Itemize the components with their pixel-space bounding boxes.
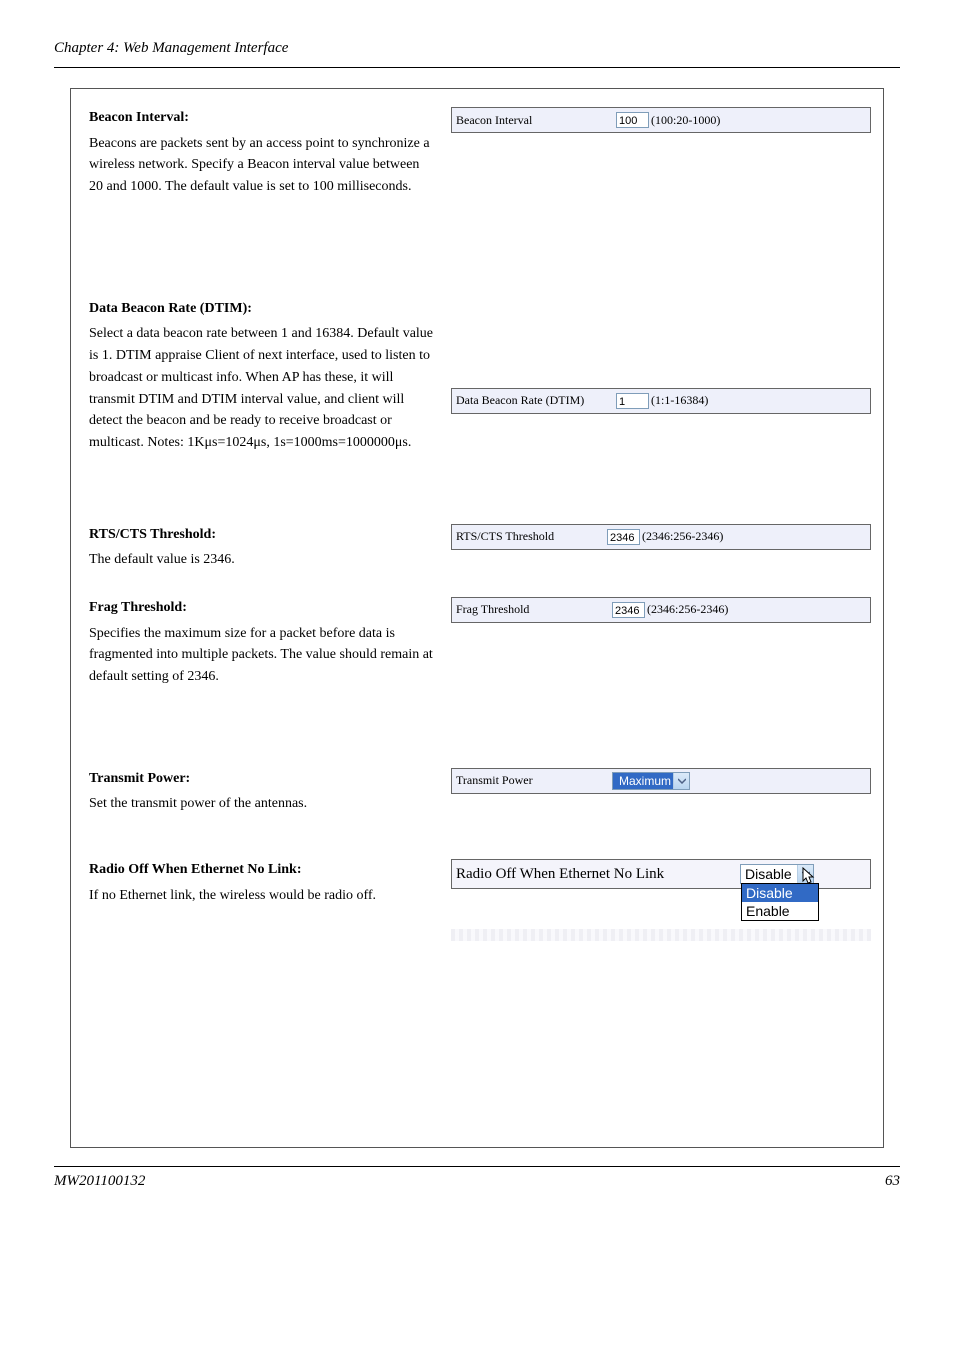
dtim-setting-row: Data Beacon Rate (DTIM) 1 (1:1-16384)	[451, 388, 871, 414]
radiooff-heading: Radio Off When Ethernet No Link:	[89, 859, 433, 881]
beacon-setting-row: Beacon Interval 100 (100:20-1000)	[451, 107, 871, 133]
rts-hint: (2346:256-2346)	[640, 529, 723, 544]
page: Chapter 4: Web Management Interface Beac…	[0, 0, 954, 1220]
footer-left: MW201100132	[54, 1173, 145, 1190]
power-ui-label: Transmit Power	[452, 773, 612, 788]
dtim-body: Select a data beacon rate between 1 and …	[89, 323, 433, 453]
frag-setting-row: Frag Threshold 2346 (2346:256-2346)	[451, 597, 871, 623]
beacon-body: Beacons are packets sent by an access po…	[89, 133, 433, 198]
dtim-hint: (1:1-16384)	[649, 393, 708, 408]
beacon-ui-label: Beacon Interval	[452, 113, 616, 128]
rts-setting-row: RTS/CTS Threshold 2346 (2346:256-2346)	[451, 524, 871, 550]
frag-ui-label: Frag Threshold	[452, 602, 612, 617]
radiooff-option-enable[interactable]: Enable	[742, 902, 818, 920]
radiooff-select[interactable]: Disable Disable Enable	[740, 864, 814, 884]
beacon-hint: (100:20-1000)	[649, 113, 720, 128]
rts-ui-label: RTS/CTS Threshold	[452, 529, 607, 544]
dtim-heading: Data Beacon Rate (DTIM):	[89, 298, 433, 320]
power-select-value: Maximum	[613, 773, 673, 789]
frag-input[interactable]: 2346	[612, 602, 645, 618]
radiooff-select-value: Disable	[741, 866, 797, 882]
dtim-ui-label: Data Beacon Rate (DTIM)	[452, 393, 616, 408]
rts-input[interactable]: 2346	[607, 529, 640, 545]
header-rule	[54, 67, 900, 68]
beacon-heading: Beacon Interval:	[89, 107, 433, 129]
frag-body: Specifies the maximum size for a packet …	[89, 623, 433, 688]
power-heading: Transmit Power:	[89, 768, 433, 790]
page-header-left: Chapter 4: Web Management Interface	[54, 40, 288, 57]
power-body: Set the transmit power of the antennas.	[89, 793, 433, 815]
power-setting-row: Transmit Power Maximum	[451, 768, 871, 794]
radiooff-ui-label: Radio Off When Ethernet No Link	[452, 866, 740, 883]
chevron-down-icon[interactable]	[673, 773, 689, 789]
cursor-icon	[802, 867, 818, 890]
page-footer: MW201100132 63	[0, 1167, 954, 1220]
power-select[interactable]: Maximum	[612, 772, 690, 790]
page-header: Chapter 4: Web Management Interface	[0, 40, 954, 67]
content-frame: Beacon Interval: Beacons are packets sen…	[70, 88, 884, 1148]
dtim-body-pre: Select a data beacon rate between 1 and …	[89, 326, 433, 449]
dtim-input[interactable]: 1	[616, 393, 649, 409]
frag-heading: Frag Threshold:	[89, 597, 433, 619]
footer-right: 63	[885, 1173, 900, 1190]
frag-hint: (2346:256-2346)	[645, 602, 728, 617]
dtim-body-post: s=1024	[212, 435, 253, 450]
dtim-body-post3: s.	[402, 435, 411, 450]
rts-body: The default value is 2346.	[89, 549, 433, 571]
decorative-strip	[451, 929, 871, 941]
radiooff-body: If no Ethernet link, the wireless would …	[89, 885, 433, 907]
radiooff-setting-row: Radio Off When Ethernet No Link Disable …	[451, 859, 871, 889]
beacon-input[interactable]: 100	[616, 112, 649, 128]
dtim-body-post2: s, 1s=1000ms=1000000	[261, 435, 395, 450]
rts-heading: RTS/CTS Threshold:	[89, 524, 433, 546]
